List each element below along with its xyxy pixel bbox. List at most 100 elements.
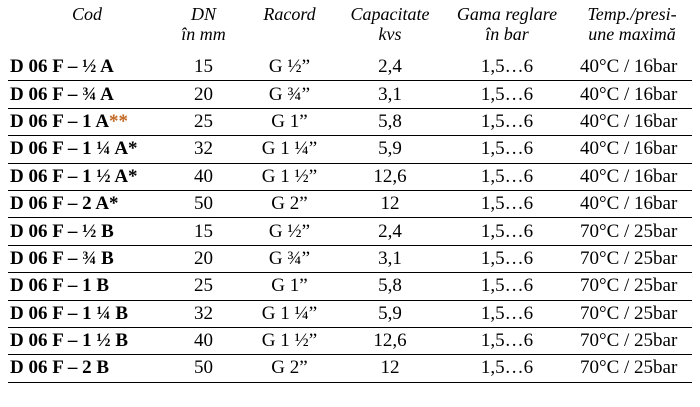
product-code: D 06 F – 2 A* — [10, 193, 119, 215]
cell-gama-reglare: 1,5…6 — [480, 357, 534, 379]
product-code: D 06 F – 1 ¼ A* — [10, 138, 138, 160]
cell-temp-presiune: 70°C / 25bar — [580, 220, 678, 242]
product-code: D 06 F – 1 A — [10, 110, 110, 132]
cell-temp-presiune: 70°C / 25bar — [580, 275, 678, 297]
product-code: D 06 F – 2 B — [10, 357, 110, 379]
cell-capacitate: 3,1 — [378, 247, 402, 269]
cell-racord: G 1 ½” — [261, 330, 318, 352]
cell-temp-presiune: 70°C / 25bar — [580, 330, 678, 352]
cell-racord: G 1” — [271, 275, 308, 297]
valve-spec-table: Cod DN în mm Racord Capacitate kvs Gama re… — [8, 4, 692, 383]
cell-temp-presiune: 40°C / 16bar — [580, 165, 678, 187]
cell-dn: 40 — [194, 330, 213, 352]
table-row: D 06 F – 1 ½ A* 40 G 1 ½” 12,6 1,5…6 40°C / 1… — [8, 163, 692, 191]
cell-racord: G ¾” — [268, 83, 311, 105]
cell-code: D 06 F – 1 A** — [8, 108, 166, 135]
cell-racord: G 1 ½” — [261, 165, 318, 187]
cell-racord: G 1 ¼” — [261, 138, 318, 160]
cell-racord: G 1 ¼” — [261, 302, 318, 324]
header-racord: Racord — [263, 4, 316, 24]
cell-code: D 06 F – 2 B — [8, 355, 166, 382]
cell-racord: G ½” — [268, 56, 311, 78]
cell-gama-reglare: 1,5…6 — [480, 302, 534, 324]
cell-gama-reglare: 1,5…6 — [480, 247, 534, 269]
footnote-mark: ** — [109, 110, 129, 132]
table-row: D 06 F – ½ B 15 G ½” 2,4 1,5…6 70°C / 25bar — [8, 218, 692, 246]
cell-racord: G ¾” — [268, 247, 311, 269]
cell-capacitate: 12,6 — [373, 330, 407, 352]
table-row: D 06 F – 1 ¼ B 32 G 1 ¼” 5,9 1,5…6 70°C / 25b… — [8, 300, 692, 328]
table-row: D 06 F – 2 A* 50 G 2” 12 1,5…6 40°C / 16bar — [8, 190, 692, 218]
cell-gama-reglare: 1,5…6 — [480, 110, 534, 132]
cell-dn: 25 — [194, 110, 213, 132]
product-code: D 06 F – 1 ½ B — [10, 330, 129, 352]
table-row: D 06 F – ½ A 15 G ½” 2,4 1,5…6 40°C / 16bar — [8, 54, 692, 81]
cell-temp-presiune: 40°C / 16bar — [580, 110, 678, 132]
cell-temp-presiune: 40°C / 16bar — [580, 56, 678, 78]
table-body: D 06 F – ½ A 15 G ½” 2,4 1,5…6 40°C / 16bar D … — [8, 54, 692, 383]
cell-code: D 06 F – ½ B — [8, 218, 166, 245]
cell-capacitate: 2,4 — [378, 56, 402, 78]
cell-code: D 06 F – 1 ¼ A* — [8, 136, 166, 163]
product-code: D 06 F – 1 ¼ B — [10, 302, 129, 324]
cell-dn: 20 — [194, 247, 213, 269]
cell-capacitate: 3,1 — [378, 83, 402, 105]
cell-gama-reglare: 1,5…6 — [480, 138, 534, 160]
cell-dn: 40 — [194, 165, 213, 187]
cell-racord: G 1” — [271, 110, 308, 132]
cell-temp-presiune: 70°C / 25bar — [580, 247, 678, 269]
header-dn: DN în mm — [181, 4, 226, 44]
cell-temp-presiune: 70°C / 25bar — [580, 302, 678, 324]
cell-racord: G ½” — [268, 220, 311, 242]
cell-capacitate: 12 — [380, 193, 400, 215]
cell-capacitate: 5,8 — [378, 275, 402, 297]
cell-dn: 15 — [194, 220, 213, 242]
table-row: D 06 F – 1 ½ B 40 G 1 ½” 12,6 1,5…6 70°C / 25… — [8, 327, 692, 355]
cell-code: D 06 F – ½ A — [8, 54, 166, 81]
product-code: D 06 F – 1 B — [10, 275, 110, 297]
cell-dn: 32 — [194, 138, 213, 160]
header-temp-presiune: Temp./presi-une maximă — [587, 4, 677, 44]
cell-gama-reglare: 1,5…6 — [480, 56, 534, 78]
cell-gama-reglare: 1,5…6 — [480, 193, 534, 215]
product-code: D 06 F – 1 ½ A* — [10, 165, 138, 187]
product-code: D 06 F – ¾ B — [10, 247, 114, 269]
cell-capacitate: 5,9 — [378, 138, 402, 160]
table-row: D 06 F – ¾ B 20 G ¾” 3,1 1,5…6 70°C / 25bar — [8, 245, 692, 273]
cell-code: D 06 F – ¾ B — [8, 245, 166, 272]
table-row: D 06 F – 1 ¼ A* 32 G 1 ¼” 5,9 1,5…6 40°C / 16… — [8, 136, 692, 164]
cell-temp-presiune: 40°C / 16bar — [580, 83, 678, 105]
cell-capacitate: 5,8 — [378, 110, 402, 132]
cell-temp-presiune: 40°C / 16bar — [580, 138, 678, 160]
cell-code: D 06 F – 1 B — [8, 273, 166, 300]
table-row: D 06 F – 1 B 25 G 1” 5,8 1,5…6 70°C / 25bar — [8, 273, 692, 301]
cell-temp-presiune: 40°C / 16bar — [580, 193, 678, 215]
cell-capacitate: 12,6 — [373, 165, 407, 187]
product-code: D 06 F – ¾ A — [10, 83, 114, 105]
cell-capacitate: 12 — [380, 357, 400, 379]
cell-gama-reglare: 1,5…6 — [480, 275, 534, 297]
cell-dn: 20 — [194, 83, 213, 105]
cell-gama-reglare: 1,5…6 — [480, 220, 534, 242]
header-code: Cod — [71, 4, 102, 24]
header-row: Cod DN în mm Racord Capacitate kvs Gama re… — [8, 4, 692, 54]
cell-code: D 06 F – 1 ½ B — [8, 327, 166, 354]
cell-gama-reglare: 1,5…6 — [480, 330, 534, 352]
cell-dn: 32 — [194, 302, 213, 324]
cell-dn: 50 — [194, 357, 213, 379]
cell-dn: 25 — [194, 275, 213, 297]
cell-gama-reglare: 1,5…6 — [480, 165, 534, 187]
cell-racord: G 2” — [271, 357, 308, 379]
cell-code: D 06 F – 1 ¼ B — [8, 300, 166, 327]
header-gama-reglare: Gama reglare în bar — [456, 4, 558, 44]
product-code: D 06 F – ½ B — [10, 220, 114, 242]
header-capacitate: Capacitate kvs — [350, 4, 430, 44]
product-code: D 06 F – ½ A — [10, 56, 114, 78]
table-row: D 06 F – 2 B 50 G 2” 12 1,5…6 70°C / 25bar — [8, 355, 692, 383]
cell-gama-reglare: 1,5…6 — [480, 83, 534, 105]
cell-code: D 06 F – 2 A* — [8, 190, 166, 217]
cell-capacitate: 2,4 — [378, 220, 402, 242]
cell-capacitate: 5,9 — [378, 302, 402, 324]
table-row: D 06 F – ¾ A 20 G ¾” 3,1 1,5…6 40°C / 16bar — [8, 81, 692, 109]
